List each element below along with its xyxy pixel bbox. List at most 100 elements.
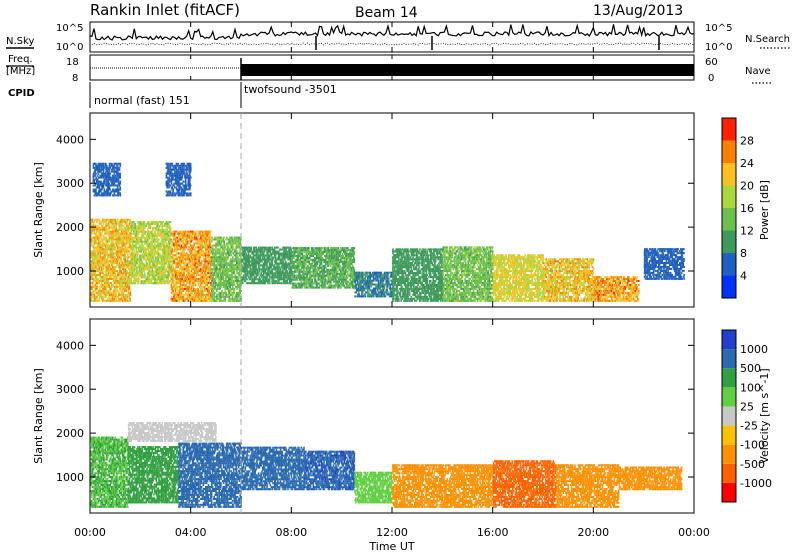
noise-left-tick-top: 10^5 [56,23,83,34]
power-colorbar-frame [721,117,737,299]
velocity-colorbar-swatch-4 [722,406,736,426]
velocity-colorbar: 1000 500 100 25 -25 -100 -500 -1000 [721,329,772,503]
xtick-label-1: 04:00 [175,526,207,539]
freq-label-1: Freq. [8,54,33,65]
power-colorbar-swatch-1 [722,253,736,276]
power-segment-13 [593,276,640,302]
power-segment-10 [442,246,494,302]
velocity-colorbar-swatch-0 [722,482,736,502]
velocity-colorbar-tick--100: -100 [740,439,765,452]
xtick-label-2: 08:00 [275,526,307,539]
power-colorbar-tick-24: 24 [740,157,754,170]
power-colorbar-label: Power [dB] [758,180,771,240]
velocity-colorbar-swatch-8 [722,330,736,350]
power-segment-9 [392,248,444,302]
xtick-label-6: 00:00 [678,526,710,539]
power-colorbar-tick-16: 16 [740,202,754,215]
velocity-colorbar-tick-25: 25 [740,400,754,413]
power-segment-7 [291,247,356,289]
freq-trace-twofsound [241,64,694,76]
power-colorbar-swatch-3 [722,208,736,231]
velocity-segment-6 [354,471,393,504]
velocity-segment-8 [492,460,557,508]
velocity-ytick-label-4000: 4000 [56,339,84,352]
noise-traces [89,23,695,50]
velocity-segment-0 [90,436,129,508]
velocity-yticks: 1000 2000 3000 4000 [56,339,694,484]
velocity-ylabel: Slant Range [km] [32,368,45,464]
velocity-segment-9 [555,464,620,508]
power-colorbar-swatch-7 [722,118,736,141]
power-colorbar: 4 8 12 16 20 24 28 [721,117,754,299]
power-ylabel: Slant Range [km] [32,162,45,258]
velocity-ytick-label-1000: 1000 [56,471,84,484]
power-ytick-label-1000: 1000 [56,265,84,278]
xtick-label-0: 00:00 [74,526,106,539]
noise-left-tick-bottom: 10^0 [56,42,83,53]
power-colorbar-swatch-5 [722,163,736,186]
velocity-segment-3 [178,442,242,508]
power-segment-2 [170,230,212,302]
velocity-segment-7 [392,464,494,508]
power-segment-5 [165,162,192,197]
power-colorbar-tick-28: 28 [740,135,754,148]
freq-tick-bottom: 8 [72,73,78,84]
velocity-colorbar-tick-500: 500 [740,362,761,375]
velocity-colorbar-tick-1000: 1000 [740,343,768,356]
power-segment-14 [643,248,685,280]
velocity-ytick-label-2000: 2000 [56,427,84,440]
beam-label: Beam 14 [355,5,418,21]
x-axis-label: Time UT [368,540,414,553]
power-colorbar-swatch-4 [722,185,736,208]
power-segment-1 [130,221,172,285]
freq-label-2: [MHz] [6,66,35,77]
velocity-colorbar-tick--1000: -1000 [740,477,772,490]
velocity-colorbar-swatch-6 [722,368,736,388]
power-colorbar-swatch-0 [722,275,736,298]
power-segment-6 [241,246,293,285]
freq-tick-top: 18 [66,57,79,68]
velocity-segment-1 [127,422,217,442]
cpid-label: CPID [8,88,35,99]
power-colorbar-tick-12: 12 [740,225,754,238]
velocity-colorbar-frame [721,329,737,503]
velocity-colorbar-swatch-7 [722,349,736,369]
power-segment-0 [90,218,132,302]
power-segment-4 [92,162,122,197]
power-segment-8 [354,271,393,298]
velocity-segment-10 [618,466,683,491]
velocity-colorbar-label: Velocity [m s^-1] [758,368,771,463]
velocity-colorbar-swatch-2 [722,444,736,464]
power-segment-12 [543,258,595,302]
date-label: 13/Aug/2013 [593,3,683,19]
power-segment-3 [210,236,242,302]
nave-tick-top: 60 [705,57,718,68]
power-colorbar-swatch-6 [722,140,736,163]
velocity-colorbar-tick-100: 100 [740,381,761,394]
power-yticks: 1000 2000 3000 4000 [56,133,694,278]
noise-sky-trace [89,23,695,41]
power-colorbar-tick-8: 8 [740,247,747,260]
velocity-colorbar-tick--500: -500 [740,458,765,471]
nave-label: Nave [745,66,771,77]
xtick-label-5: 20:00 [577,526,609,539]
nave-tick-bottom: 0 [708,73,714,84]
power-ytick-label-2000: 2000 [56,221,84,234]
velocity-panel-data [90,422,683,508]
noise-right-label: N.Search [745,34,790,45]
velocity-ytick-label-3000: 3000 [56,383,84,396]
power-segment-11 [492,254,544,302]
power-colorbar-tick-20: 20 [740,180,754,193]
cpid-mode-2: twofsound -3501 [244,83,337,96]
power-ytick-label-4000: 4000 [56,133,84,146]
velocity-segment-2 [127,446,180,504]
velocity-segment-4 [241,446,305,491]
xtick-label-4: 16:00 [477,526,509,539]
velocity-colorbar-tick--25: -25 [740,420,758,433]
station-title: Rankin Inlet (fitACF) [90,1,240,19]
power-colorbar-swatch-2 [722,230,736,253]
noise-right-tick-bottom: 10^0 [705,42,732,53]
power-colorbar-tick-4: 4 [740,270,747,283]
velocity-colorbar-swatch-5 [722,387,736,407]
